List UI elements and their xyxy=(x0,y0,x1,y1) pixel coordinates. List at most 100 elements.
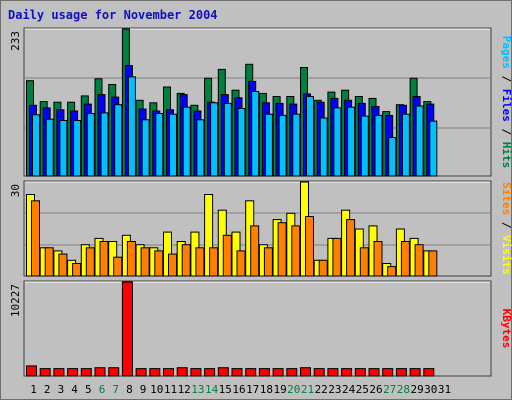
bar-kbytes-day-22 xyxy=(313,368,325,377)
legend-part: / xyxy=(500,122,512,142)
bar-kbytes-day-16 xyxy=(231,368,243,377)
legend-part: / xyxy=(500,215,512,235)
bar-sites-day-24 xyxy=(346,219,356,277)
x-tick-label: 12 xyxy=(178,383,191,396)
bar-sites-day-10 xyxy=(154,250,164,277)
x-tick-label: 16 xyxy=(232,383,245,396)
bar-kbytes-day-8 xyxy=(121,281,133,377)
x-axis-ticks: 1 2 3 4 5 6 7 8 9 10 11 12 13 14 15 16 17 18 19 20 21 22 23 24 2… xyxy=(30,383,451,396)
legend-visits: Sites / Visits xyxy=(500,182,512,275)
bar-kbytes-day-14 xyxy=(204,368,216,377)
bar-kbytes-day-26 xyxy=(368,368,380,377)
y-max-label: 233 xyxy=(9,31,22,51)
bar-kbytes-day-6 xyxy=(94,367,106,377)
x-tick-label: 8 xyxy=(126,383,133,396)
x-tick-label: 30 xyxy=(424,383,437,396)
series-sites xyxy=(31,200,438,277)
y-max-label: 10227 xyxy=(9,284,22,317)
x-tick-label: 19 xyxy=(273,383,286,396)
legend-requests: Pages / Files / Hits xyxy=(500,36,512,169)
x-tick-label: 6 xyxy=(99,383,106,396)
bar-kbytes-day-10 xyxy=(149,368,161,377)
bar-pages-day-3 xyxy=(59,120,68,177)
x-tick-label: 21 xyxy=(301,383,314,396)
bar-sites-day-6 xyxy=(99,241,109,277)
x-tick-label: 17 xyxy=(246,383,259,396)
legend-part: Pages xyxy=(500,36,512,69)
bar-pages-day-12 xyxy=(182,106,191,177)
bar-pages-day-2 xyxy=(45,118,54,177)
bar-kbytes-day-12 xyxy=(176,367,188,377)
legend-part: KBytes xyxy=(500,309,512,349)
x-tick-label: 9 xyxy=(140,383,147,396)
bar-kbytes-day-4 xyxy=(67,368,79,377)
x-tick-label: 7 xyxy=(112,383,119,396)
bar-kbytes-day-19 xyxy=(272,368,284,377)
bar-pages-day-10 xyxy=(155,113,164,177)
x-tick-label: 13 xyxy=(191,383,204,396)
x-tick-label: 24 xyxy=(342,383,356,396)
x-tick-label: 31 xyxy=(438,383,451,396)
bar-pages-day-5 xyxy=(86,113,95,177)
bar-pages-day-14 xyxy=(210,102,219,177)
bar-kbytes-day-2 xyxy=(39,368,51,377)
bar-sites-day-7 xyxy=(113,256,123,277)
bar-kbytes-day-11 xyxy=(163,368,174,377)
x-tick-label: 10 xyxy=(150,383,163,396)
bar-sites-day-15 xyxy=(222,234,232,277)
bar-kbytes-day-27 xyxy=(382,368,394,377)
bar-pages-day-30 xyxy=(429,120,438,177)
bar-sites-day-4 xyxy=(72,263,82,277)
series-kbytes xyxy=(26,281,435,377)
bar-pages-day-24 xyxy=(347,106,356,177)
bar-pages-day-9 xyxy=(141,119,150,177)
bar-kbytes-day-17 xyxy=(245,368,257,377)
x-tick-label: 1 xyxy=(30,383,37,396)
bar-kbytes-day-3 xyxy=(53,368,65,377)
bar-sites-day-8 xyxy=(126,241,136,277)
bar-kbytes-day-28 xyxy=(395,368,407,377)
y-max-label: 30 xyxy=(9,184,22,197)
bar-pages-day-25 xyxy=(360,115,369,177)
x-tick-label: 22 xyxy=(315,383,328,396)
bar-kbytes-day-5 xyxy=(80,368,92,377)
x-tick-label: 25 xyxy=(356,383,369,396)
x-tick-label: 29 xyxy=(410,383,423,396)
bar-sites-day-19 xyxy=(277,222,287,277)
legend-part: / xyxy=(500,69,512,89)
bar-sites-day-5 xyxy=(85,247,95,277)
bar-sites-day-21 xyxy=(305,216,314,277)
x-tick-label: 26 xyxy=(369,383,382,396)
bar-pages-day-1 xyxy=(32,114,40,177)
panel-kbytes: 10227 KBytes xyxy=(9,280,512,377)
x-tick-label: 27 xyxy=(383,383,396,396)
bar-sites-day-12 xyxy=(181,244,191,277)
bar-sites-day-29 xyxy=(414,244,424,277)
x-tick-label: 3 xyxy=(58,383,65,396)
bar-pages-day-13 xyxy=(196,119,205,177)
x-tick-label: 28 xyxy=(397,383,410,396)
legend-part: Hits xyxy=(500,142,512,169)
bar-sites-day-20 xyxy=(291,225,301,277)
x-tick-label: 15 xyxy=(219,383,232,396)
bar-sites-day-23 xyxy=(332,237,342,277)
bar-pages-day-7 xyxy=(114,104,123,177)
bar-pages-day-22 xyxy=(319,117,328,177)
bar-kbytes-day-21 xyxy=(300,367,311,377)
x-tick-label: 18 xyxy=(260,383,273,396)
bar-sites-day-1 xyxy=(31,200,40,277)
panel-background xyxy=(23,280,492,377)
bar-pages-day-23 xyxy=(333,107,342,177)
bar-kbytes-day-9 xyxy=(135,368,147,377)
bar-sites-day-16 xyxy=(236,250,246,277)
bar-pages-day-20 xyxy=(292,113,301,177)
x-tick-label: 23 xyxy=(328,383,341,396)
chart-title: Daily usage for November 2004 xyxy=(8,8,218,22)
bar-kbytes-day-25 xyxy=(354,368,366,377)
x-tick-label: 11 xyxy=(164,383,177,396)
x-tick-label: 2 xyxy=(44,383,51,396)
bar-pages-day-27 xyxy=(388,137,397,177)
x-tick-label: 5 xyxy=(85,383,92,396)
bar-sites-day-3 xyxy=(58,253,68,277)
